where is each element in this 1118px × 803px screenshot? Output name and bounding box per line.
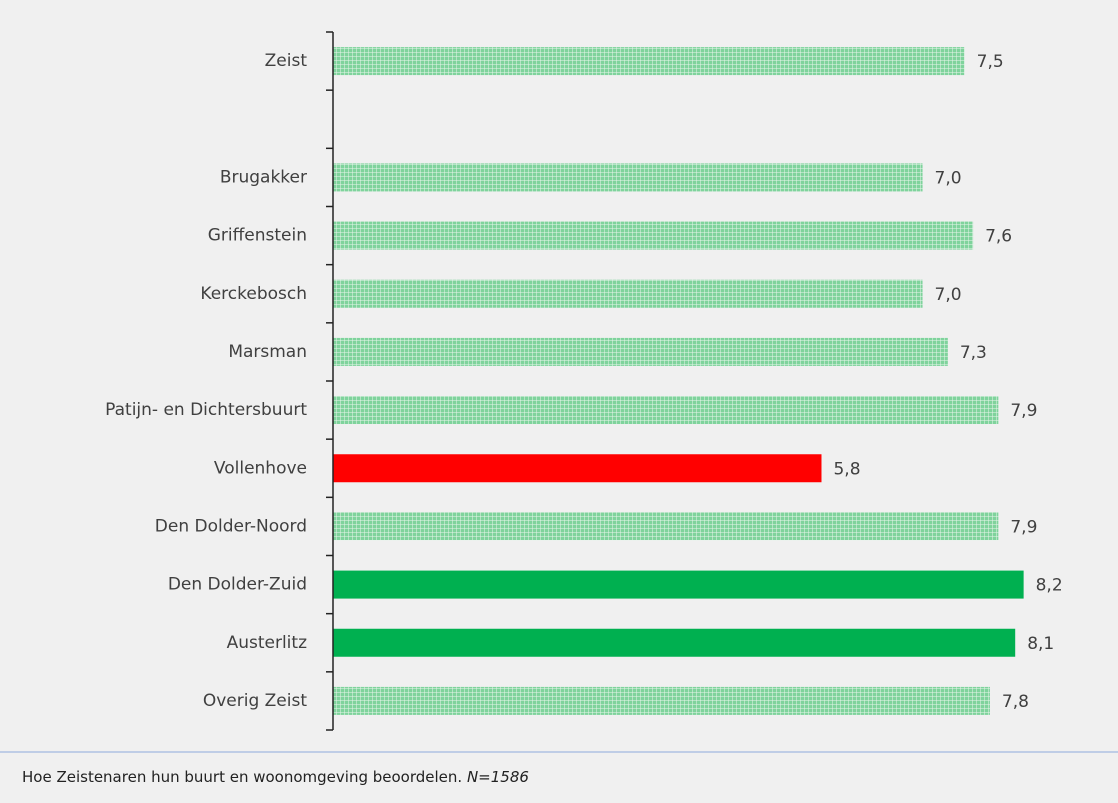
y-tick-label: Brugakker — [220, 167, 307, 187]
bar — [333, 628, 1016, 657]
value-label: 7,0 — [935, 168, 962, 188]
value-label: 7,0 — [935, 285, 962, 305]
bar — [333, 221, 974, 250]
y-tick-label: Den Dolder-Noord — [155, 516, 307, 536]
value-label: 5,8 — [833, 459, 860, 479]
value-label: 8,2 — [1036, 576, 1063, 596]
bar — [333, 47, 965, 76]
y-tick-label: Vollenhove — [214, 458, 307, 478]
caption-text: Hoe Zeistenaren hun buurt en woonomgevin… — [22, 768, 462, 786]
y-tick-label: Marsman — [228, 342, 307, 362]
value-label: 7,8 — [1002, 692, 1029, 712]
value-label: 7,5 — [977, 52, 1004, 72]
bar — [333, 163, 923, 192]
y-tick-label: Austerlitz — [227, 633, 307, 653]
bar — [333, 570, 1024, 599]
bar — [333, 337, 948, 366]
bar — [333, 396, 999, 425]
y-tick-label: Kerckebosch — [200, 284, 307, 304]
bar — [333, 279, 923, 308]
y-tick-label: Griffenstein — [208, 226, 307, 246]
value-label: 8,1 — [1027, 634, 1054, 654]
y-tick-label: Zeist — [265, 51, 308, 71]
bar — [333, 512, 999, 541]
y-tick-label: Overig Zeist — [203, 691, 307, 711]
value-label: 7,3 — [960, 343, 987, 363]
y-tick-label: Patijn- en Dichtersbuurt — [105, 400, 307, 420]
value-label: 7,6 — [985, 227, 1012, 247]
caption-note: N=1586 — [467, 768, 529, 786]
value-label: 7,9 — [1010, 517, 1037, 537]
bar — [333, 686, 990, 715]
y-tick-label: Den Dolder-Zuid — [168, 575, 307, 595]
value-label: 7,9 — [1010, 401, 1037, 421]
bar — [333, 454, 822, 483]
caption: Hoe Zeistenaren hun buurt en woonomgevin… — [22, 768, 529, 786]
